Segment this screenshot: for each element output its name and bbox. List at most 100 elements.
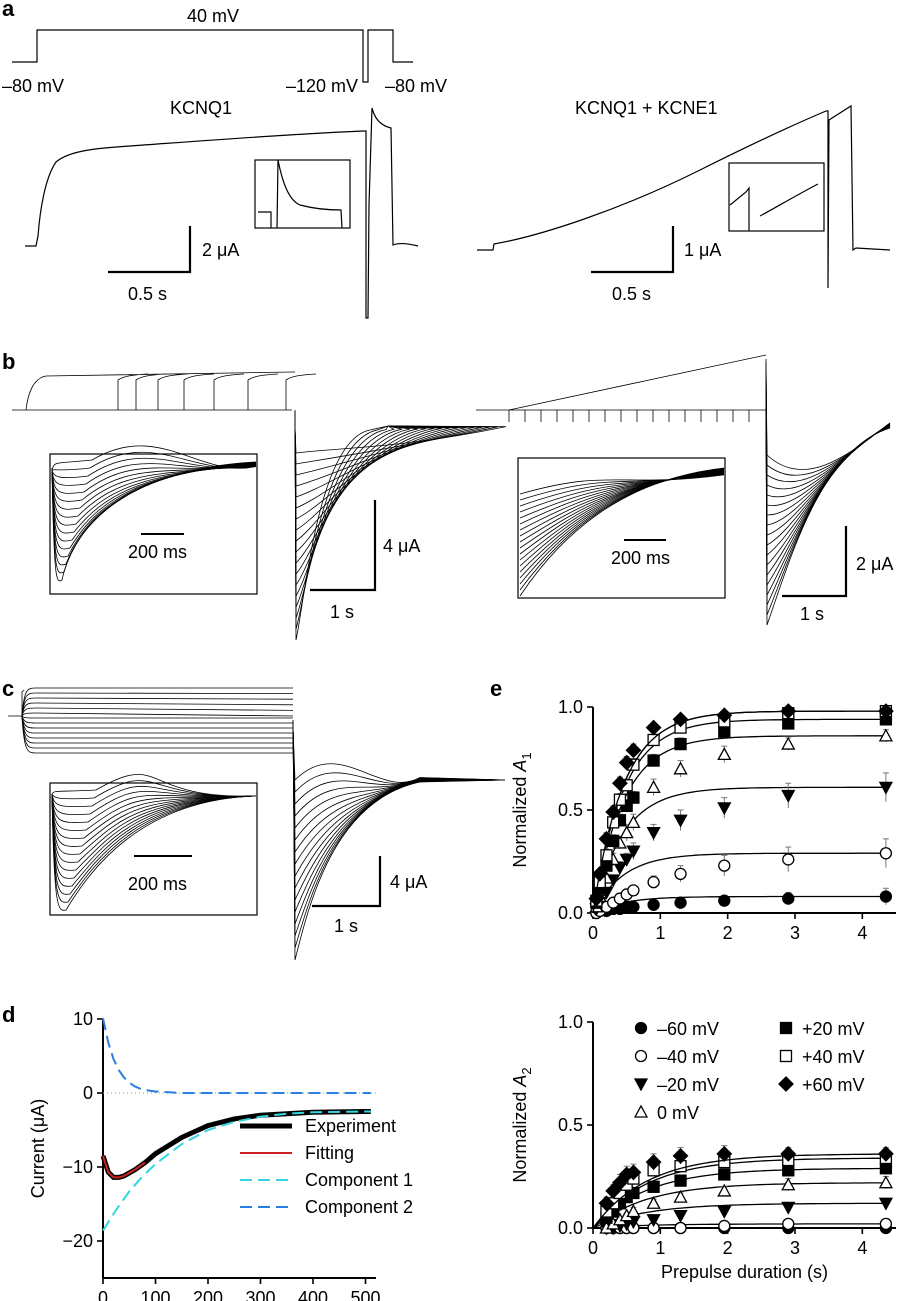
panel-b-right-inset-scale-label: 200 ms	[611, 548, 670, 568]
panel-c-inset-scale-label: 200 ms	[128, 874, 187, 894]
panel-c-inset-trace	[51, 793, 257, 823]
data-point-triangle-down	[781, 1201, 796, 1215]
fit-curve	[592, 895, 887, 914]
panel-b-left-tail-trace	[294, 413, 403, 598]
panel-b-left-tail-trace	[294, 417, 435, 553]
data-point-triangle-down	[878, 1197, 893, 1211]
panel-b-left-inset-trace	[51, 463, 257, 526]
panel-label-d: d	[2, 1002, 15, 1027]
y-axis-label: Normalized A1	[510, 752, 534, 867]
y-tick-label: 0	[83, 1083, 93, 1103]
data-point-triangle-down	[626, 845, 641, 859]
kcnq1-scale-bar	[108, 226, 192, 274]
data-point-circle	[634, 1021, 648, 1035]
panel-b-left-tail-trace	[294, 418, 443, 542]
panel-b-right-tail-trace	[765, 358, 891, 470]
y-tick-label: −10	[62, 1157, 93, 1177]
panel-b-left-prepulse-traces	[12, 371, 317, 411]
panel-c-prepulse-trace	[21, 702, 294, 717]
fit-curve	[592, 1167, 887, 1229]
data-point-diamond	[625, 742, 642, 759]
y-tick-label: 1.0	[558, 697, 583, 717]
panel-b-right-tail-trace	[765, 373, 891, 506]
legend-label: Component 2	[305, 1197, 413, 1217]
panel-b-right-scale-y-label: 2 μA	[856, 554, 893, 574]
data-point-diamond	[612, 1174, 628, 1191]
kcnq1-kcne1-scale-y-label: 1 μA	[684, 240, 721, 260]
data-point-diamond	[591, 865, 608, 882]
panel-b-left-inset-trace	[51, 463, 257, 486]
panel-label-c: c	[2, 676, 14, 701]
fit-curve	[592, 735, 887, 914]
legend-label: –60 mV	[657, 1019, 719, 1039]
panel-b-left-tail-trace	[294, 422, 475, 498]
data-point-circle	[674, 867, 687, 881]
x-tick-label: 200	[193, 1288, 223, 1301]
panel-b-left-tail-trace	[294, 425, 507, 454]
panel-b-left-inset-box	[49, 453, 258, 595]
kcnq1-kcne1-scale-bar	[591, 226, 675, 274]
x-tick-label: 3	[790, 1238, 800, 1258]
data-point-circle	[647, 898, 660, 911]
panel-c-tail-trace	[292, 723, 506, 866]
data-point-circle	[879, 1217, 893, 1231]
data-point-diamond	[877, 703, 894, 720]
panel-b-left-tail-trace	[294, 421, 467, 509]
panel-b-right-inset-trace	[519, 470, 725, 549]
panel-c-scale-y-label: 4 μA	[390, 872, 427, 892]
x-tick-label: 0	[588, 1238, 598, 1258]
panel-c-tail-trace	[292, 725, 506, 830]
data-point-circle	[879, 890, 893, 903]
data-point-circle	[718, 1219, 731, 1233]
data-point-diamond	[605, 804, 622, 820]
panel-c-inset-traces	[51, 774, 257, 911]
panel-label-a: a	[2, 0, 15, 21]
kcnq1-title: KCNQ1	[170, 98, 232, 118]
y-tick-label: 0.0	[558, 1218, 583, 1238]
x-tick-label: 500	[350, 1288, 380, 1301]
fit-curve	[592, 852, 887, 914]
panel-c-tail-trace	[292, 721, 506, 925]
x-tick-label: 2	[723, 923, 733, 943]
panel-b-right-tail-trace	[765, 376, 891, 516]
data-point-circle	[674, 896, 687, 909]
data-point-diamond	[625, 1164, 642, 1181]
data-point-circle	[718, 894, 731, 907]
protocol-repol-label: –120 mV	[286, 76, 358, 96]
fit-curve	[592, 710, 887, 914]
data-point-square	[674, 737, 687, 751]
y-axis-label: Current (μA)	[28, 1099, 48, 1198]
data-point-triangle-down	[673, 814, 688, 828]
data-point-diamond	[598, 1195, 615, 1212]
panel-b	[12, 354, 891, 641]
data-point-triangle-up	[781, 1177, 796, 1191]
panel-b-left-inset-trace	[51, 457, 257, 479]
data-point-circle	[634, 1049, 648, 1063]
data-point-square	[647, 754, 660, 767]
panel-c-inset-trace	[51, 793, 257, 839]
data-point-diamond	[780, 1145, 797, 1162]
x-tick-label: 4	[857, 923, 867, 943]
panel-b-left-inset-scale-label: 200 ms	[128, 542, 187, 562]
data-point-circle	[782, 892, 795, 905]
panel-b-right-inset-box	[517, 457, 726, 599]
data-point-triangle-up	[673, 1189, 688, 1203]
data-point-diamond	[778, 1076, 794, 1092]
legend-label: Experiment	[305, 1116, 396, 1136]
panel-b-right-traces	[476, 354, 891, 626]
y-axis-label-text: Normalized	[510, 772, 530, 868]
panel-b-left-tail-trace	[294, 424, 491, 476]
voltage-protocol-trace	[12, 29, 413, 83]
y-axis-label: Normalized A2	[510, 1067, 534, 1182]
panel-c-prepulse-trace	[21, 715, 293, 724]
panel-c-traces	[8, 687, 506, 961]
panel-b-right-tail-trace	[765, 385, 891, 546]
data-point-diamond	[598, 830, 615, 847]
panel-c-prepulse-trace	[21, 715, 293, 734]
panel-b-right-tail-trace	[765, 367, 891, 490]
kcnq1-kcne1-trace	[477, 104, 891, 289]
panel-label-b: b	[2, 349, 15, 374]
data-point-triangle-up	[673, 761, 688, 775]
panel-b-left-scale-x-label: 1 s	[330, 602, 354, 622]
data-point-diamond	[672, 1147, 689, 1164]
